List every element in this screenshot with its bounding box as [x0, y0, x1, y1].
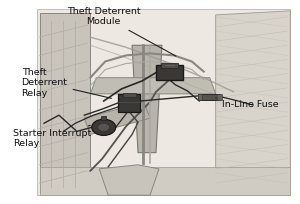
- Bar: [101, 116, 106, 120]
- Bar: [198, 94, 220, 100]
- Polygon shape: [90, 78, 216, 94]
- Polygon shape: [216, 11, 290, 193]
- Bar: [118, 94, 140, 112]
- Bar: [156, 64, 183, 80]
- Bar: [198, 94, 202, 100]
- Text: Theft Deterrent
Module: Theft Deterrent Module: [67, 7, 176, 56]
- Circle shape: [98, 123, 110, 131]
- Polygon shape: [40, 167, 290, 195]
- Bar: [161, 63, 178, 68]
- Polygon shape: [40, 13, 90, 193]
- Text: Theft
Deterrent
Relay: Theft Deterrent Relay: [22, 68, 112, 98]
- Bar: [217, 94, 222, 100]
- Polygon shape: [99, 165, 159, 195]
- Polygon shape: [84, 102, 150, 134]
- Polygon shape: [37, 9, 290, 195]
- Text: Starter Interrupt
Relay: Starter Interrupt Relay: [13, 125, 91, 148]
- Bar: [122, 93, 136, 97]
- Circle shape: [92, 119, 116, 135]
- Polygon shape: [132, 45, 162, 153]
- Bar: [164, 64, 175, 66]
- Text: In-Line Fuse: In-Line Fuse: [216, 98, 278, 109]
